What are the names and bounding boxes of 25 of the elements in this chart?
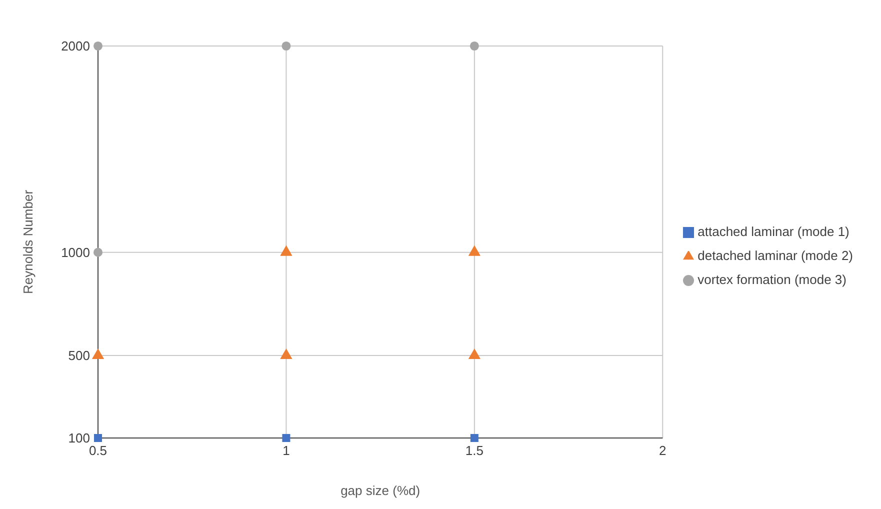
- point: [282, 41, 291, 51]
- y-tick-label: 500: [68, 348, 90, 364]
- point: [94, 434, 102, 442]
- legend-label: attached laminar (mode 1): [698, 224, 850, 238]
- y-tick-label: 100: [68, 430, 90, 446]
- x-tick-label: 1: [282, 443, 290, 458]
- point: [92, 348, 104, 359]
- legend-label: vortex formation (mode 3): [698, 272, 846, 286]
- point: [280, 348, 292, 359]
- point: [470, 434, 478, 442]
- point: [93, 248, 103, 257]
- point: [282, 434, 290, 442]
- point: [468, 348, 481, 359]
- x-tick-label: 0.5: [88, 443, 108, 458]
- point: [280, 245, 292, 256]
- point: [470, 41, 479, 51]
- legend-label: detached laminar (mode 2): [698, 248, 853, 262]
- point: [468, 245, 481, 256]
- y-tick-label: 2000: [61, 38, 90, 54]
- x-tick-label: 2: [659, 443, 666, 458]
- y-tick-label: 1000: [61, 244, 90, 260]
- x-axis-title: gap size (%d): [340, 483, 420, 498]
- x-tick-label: 1.5: [465, 443, 484, 458]
- y-axis-title: Reynolds Number: [20, 189, 36, 294]
- point: [93, 41, 103, 51]
